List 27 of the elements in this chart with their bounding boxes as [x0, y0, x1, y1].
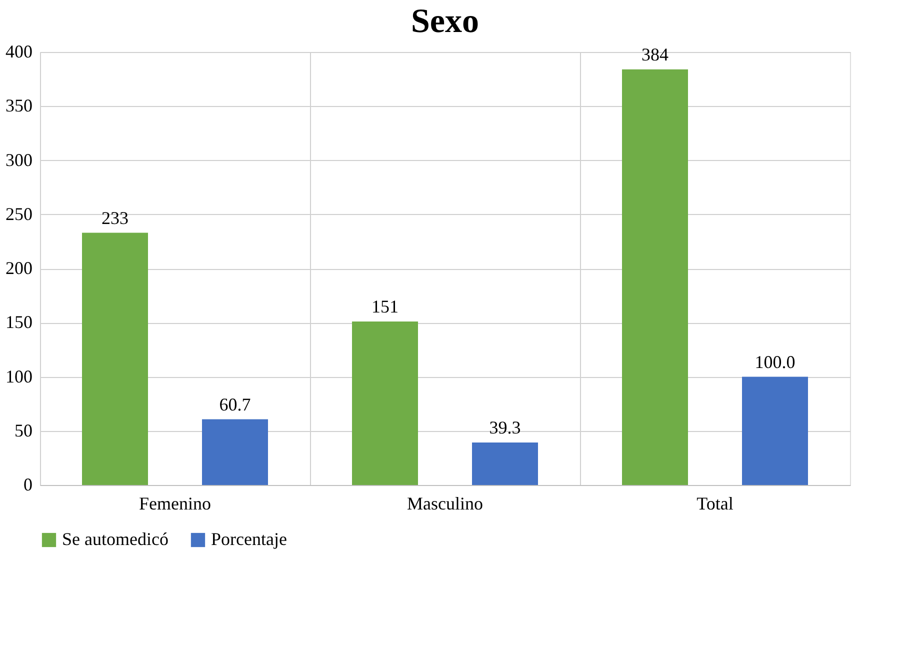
- data-label: 233: [102, 208, 128, 228]
- bar: [202, 419, 268, 485]
- y-tick-label: 350: [6, 96, 32, 116]
- bar: [622, 69, 688, 485]
- y-tick-label: 50: [14, 420, 32, 440]
- bar: [742, 376, 808, 485]
- chart-title: Sexo: [411, 3, 479, 40]
- y-tick-label: 100: [6, 366, 32, 386]
- bar: [472, 442, 538, 485]
- y-tick-label: 200: [6, 258, 32, 278]
- y-tick-label: 250: [6, 204, 32, 224]
- y-tick-label: 400: [6, 42, 32, 62]
- data-label: 100.0: [754, 352, 796, 372]
- data-label: 151: [372, 296, 398, 317]
- legend-label: Porcentaje: [211, 529, 287, 549]
- data-label: 39.3: [489, 417, 521, 438]
- x-tick-label: Total: [696, 494, 734, 514]
- y-tick-label: 150: [6, 312, 32, 332]
- x-tick-label: Masculino: [407, 494, 483, 514]
- data-label: 60.7: [219, 394, 251, 414]
- y-tick-label: 0: [24, 474, 32, 494]
- x-tick-label: Femenino: [139, 494, 211, 514]
- bar: [352, 322, 418, 485]
- legend-label: Se automedicó: [62, 529, 168, 549]
- y-tick-label: 300: [6, 150, 32, 170]
- bar: [82, 232, 148, 485]
- data-label: 384: [642, 44, 668, 64]
